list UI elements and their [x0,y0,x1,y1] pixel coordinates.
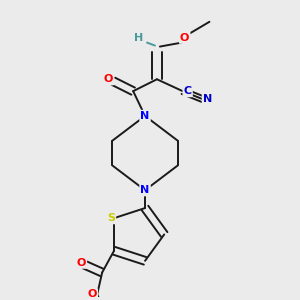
Text: O: O [76,258,86,268]
Text: N: N [140,185,150,195]
Text: N: N [203,94,212,104]
Text: S: S [107,213,115,223]
Text: O: O [104,74,113,84]
Text: N: N [140,111,150,121]
Text: O: O [88,290,97,299]
Text: H: H [134,33,144,43]
Text: O: O [180,33,189,43]
Text: C: C [184,86,192,96]
